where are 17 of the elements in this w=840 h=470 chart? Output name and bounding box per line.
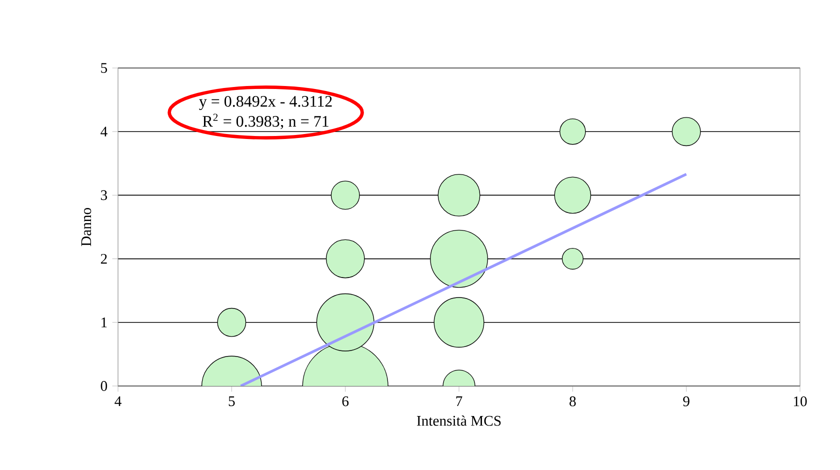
x-tick-label: 8 — [570, 396, 576, 406]
y-tick-label: 3 — [100, 190, 108, 200]
annotation: R$^{2}$ = 0.3983; n = 71 — [202, 114, 328, 130]
x-tick-label: 9 — [683, 396, 690, 406]
y-tick-label: 1 — [102, 318, 107, 328]
y-tick-label: 5 — [101, 63, 108, 73]
y-axis-title: Danno — [81, 208, 92, 246]
x-tick-label: 5 — [228, 396, 235, 406]
y-tick-label: 0 — [100, 381, 108, 391]
x-tick-label: 7 — [456, 396, 462, 406]
x-tick-label: 10 — [794, 396, 807, 406]
x-tick-label: 6 — [342, 396, 349, 406]
annotation: y = 0.8492x - 4.3112 — [199, 96, 332, 110]
y-tick-label: 4 — [100, 126, 108, 136]
x-tick-label: 4 — [114, 396, 122, 406]
y-tick-label: 2 — [100, 254, 107, 264]
x-axis-title: Intensità MCS — [416, 415, 501, 426]
